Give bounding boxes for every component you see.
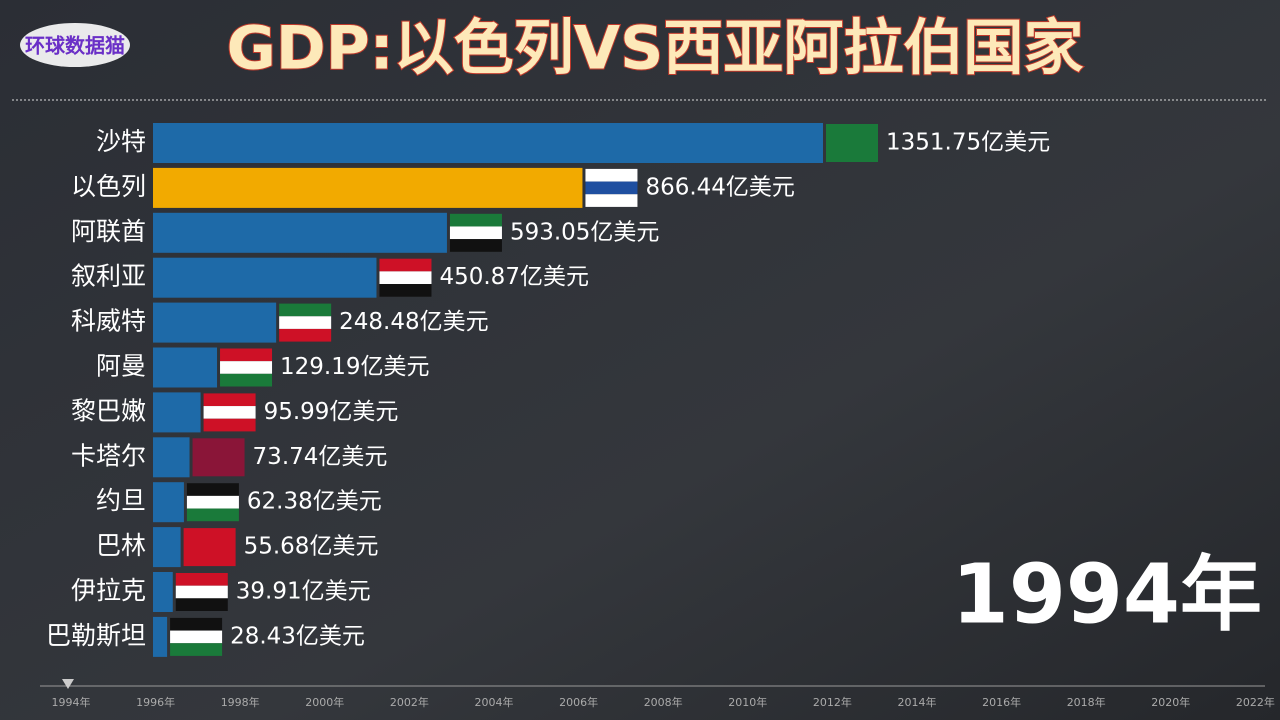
- flag-stripe: [203, 418, 256, 432]
- value-label: 73.74亿美元: [253, 444, 388, 470]
- flag-stripe: [279, 303, 332, 317]
- category-label: 阿联酋: [71, 217, 146, 246]
- category-label: 科威特: [71, 307, 146, 336]
- flag-stripe: [186, 495, 239, 509]
- timeline-label: 2016年: [982, 695, 1021, 709]
- flag-stripe: [585, 194, 638, 207]
- flag-stripe: [449, 239, 502, 252]
- timeline-label: 1996年: [136, 695, 175, 709]
- category-label: 卡塔尔: [71, 441, 146, 470]
- category-label: 阿曼: [96, 352, 146, 381]
- bar: [153, 572, 173, 612]
- bar: [153, 437, 190, 478]
- flag-stripe: [186, 508, 239, 522]
- timeline-label: 2012年: [813, 695, 852, 709]
- flag-stripe: [585, 181, 638, 195]
- value-label: 129.19亿美元: [280, 354, 429, 380]
- timeline-label: 1998年: [221, 695, 260, 709]
- timeline-label: 2004年: [475, 695, 514, 709]
- value-label: 62.38亿美元: [247, 489, 382, 515]
- flag-stripe: [279, 328, 332, 342]
- flag-stripe: [220, 361, 273, 374]
- timeline-label: 2000年: [305, 695, 344, 709]
- value-label: 450.87亿美元: [439, 264, 588, 290]
- flag-stripe: [585, 168, 638, 182]
- category-label: 巴勒斯坦: [46, 621, 146, 650]
- value-label: 95.99亿美元: [264, 399, 399, 425]
- flag-stripe: [449, 226, 502, 240]
- bar: [153, 347, 218, 388]
- value-label: 1351.75亿美元: [886, 130, 1050, 156]
- bar: [153, 123, 823, 163]
- flag-stripe: [220, 373, 273, 387]
- flag-stripe: [192, 438, 245, 477]
- category-label: 叙利亚: [71, 262, 146, 291]
- value-label: 39.91亿美元: [236, 579, 371, 605]
- category-label: 黎巴嫩: [71, 396, 146, 425]
- flag-stripe: [186, 483, 239, 496]
- value-label: 248.48亿美元: [339, 309, 488, 335]
- value-label: 866.44亿美元: [645, 174, 794, 200]
- bar: [153, 167, 583, 208]
- bar: [153, 616, 168, 657]
- timeline-label: 1994年: [52, 695, 91, 709]
- value-label: 593.05亿美元: [510, 219, 659, 245]
- timeline-label: 2008年: [644, 695, 683, 709]
- flag-stripe: [379, 271, 432, 285]
- flag-stripe: [175, 598, 228, 611]
- timeline-label: 2020年: [1151, 695, 1190, 709]
- flag-stripe: [183, 528, 236, 567]
- flag-stripe: [379, 284, 432, 297]
- timeline-label: 2010年: [728, 695, 767, 709]
- flag-stripe: [826, 124, 878, 162]
- flag-stripe: [449, 213, 502, 227]
- timeline-label: 2022年: [1236, 695, 1275, 709]
- flag-stripe: [175, 573, 228, 586]
- flag-stripe: [170, 630, 223, 644]
- bar: [153, 302, 277, 343]
- flag-stripe: [175, 585, 228, 599]
- category-label: 沙特: [96, 127, 146, 156]
- current-year: 1994年: [952, 547, 1262, 642]
- flag-stripe: [279, 316, 332, 329]
- value-label: 28.43亿美元: [230, 623, 365, 649]
- category-label: 伊拉克: [71, 576, 146, 605]
- category-label: 以色列: [71, 172, 146, 201]
- flag-stripe: [170, 643, 223, 656]
- timeline-label: 2018年: [1067, 695, 1106, 709]
- flag-stripe: [379, 258, 432, 272]
- timeline-marker: [62, 679, 74, 689]
- timeline-label: 2002年: [390, 695, 429, 709]
- bar: [153, 482, 184, 523]
- category-label: 约旦: [96, 486, 146, 515]
- category-label: 巴林: [96, 531, 146, 560]
- timeline-label: 2014年: [898, 695, 937, 709]
- logo: 环球数据猫: [25, 34, 125, 58]
- flag-stripe: [203, 393, 256, 407]
- bar: [153, 257, 377, 298]
- logo-badge: [20, 23, 130, 67]
- flag-stripe: [203, 406, 256, 419]
- bar: [153, 527, 181, 568]
- bar: [153, 392, 201, 433]
- value-label: 55.68亿美元: [244, 534, 379, 560]
- flag-stripe: [220, 348, 273, 362]
- bar: [153, 212, 447, 253]
- timeline-label: 2006年: [559, 695, 598, 709]
- flag-stripe: [170, 617, 223, 631]
- chart-title: GDP:以色列VS西亚阿拉伯国家: [227, 14, 1084, 84]
